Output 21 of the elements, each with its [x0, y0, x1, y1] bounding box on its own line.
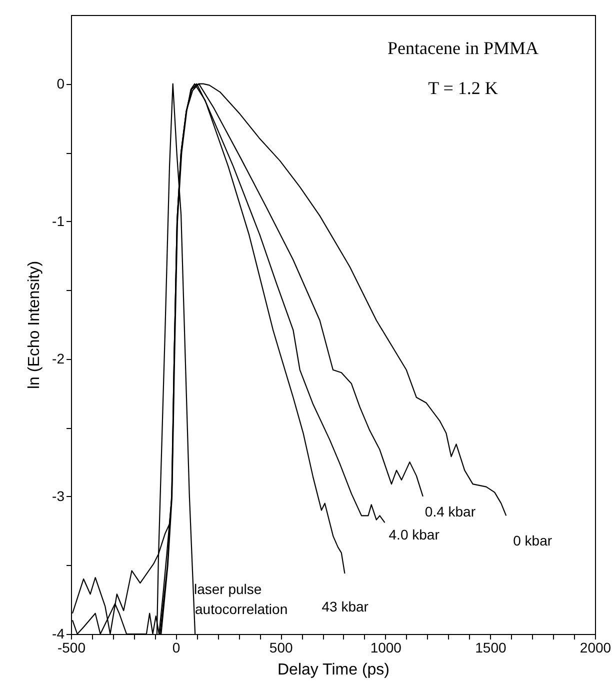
x-tick-label: 1000: [370, 640, 402, 656]
y-tick-label: -1: [52, 212, 65, 229]
y-axis-title: ln (Echo Intensity): [26, 260, 44, 390]
x-axis-title: Delay Time (ps): [277, 662, 390, 678]
x-tick-label: 2000: [580, 640, 612, 656]
y-tick-label: -4: [52, 626, 65, 642]
y-tick-label: 0: [56, 75, 65, 92]
series-label: 0 kbar: [513, 532, 552, 549]
annotation: autocorrelation: [195, 601, 288, 617]
annotation: laser pulse: [194, 581, 262, 597]
x-tick-label: 0: [172, 640, 180, 656]
y-tick-label: -2: [52, 350, 65, 366]
text: 43 kbar: [322, 598, 369, 614]
series-label: 0.4 kbar: [424, 503, 476, 520]
x-tick-label: 1500: [475, 640, 506, 656]
annotation: Pentacene in PMMA: [388, 38, 538, 58]
y-tick-label: -3: [52, 488, 65, 504]
annotation: T = 1.2 K: [428, 78, 498, 98]
series-label: 4.0 kbar: [388, 526, 440, 543]
x-tick-label: 500: [269, 640, 293, 656]
x-tick-label: -500: [57, 640, 86, 656]
